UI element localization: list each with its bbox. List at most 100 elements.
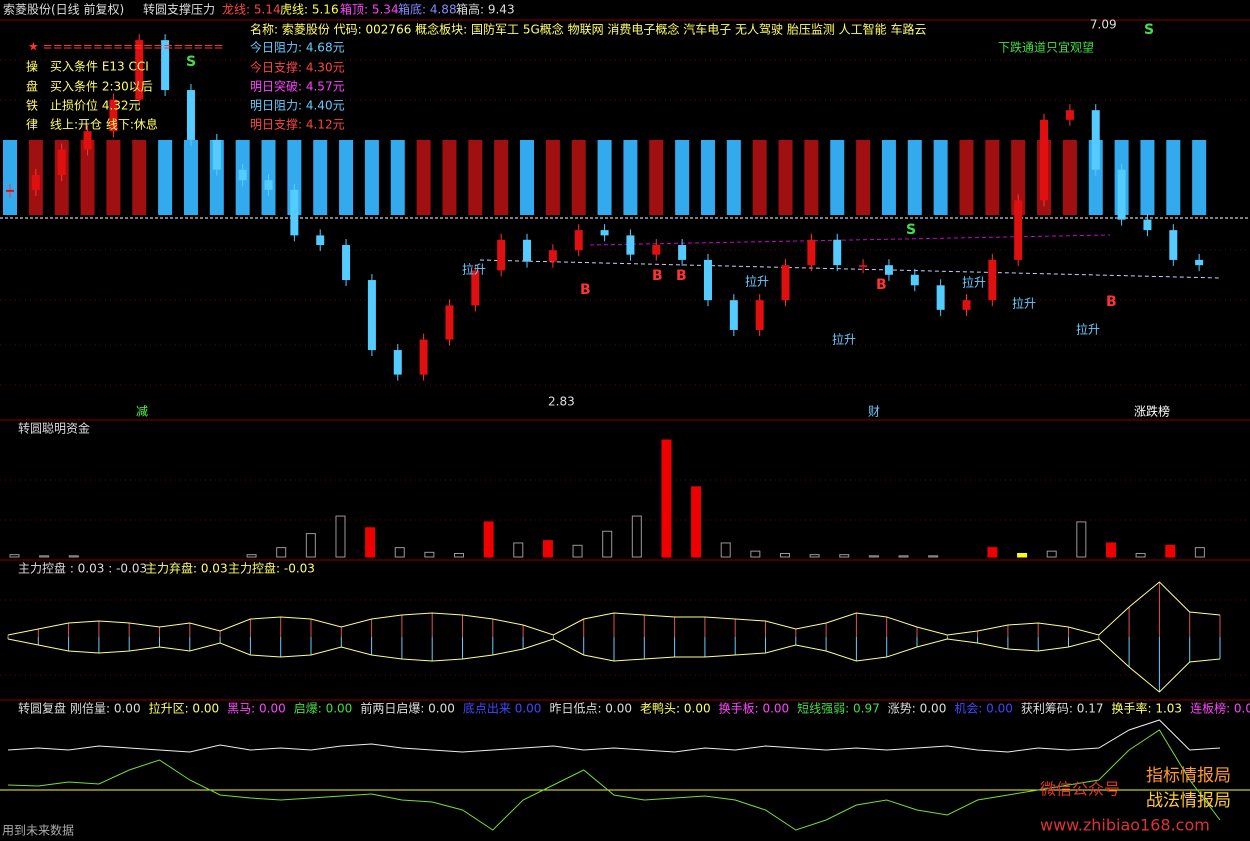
box-bar bbox=[442, 140, 457, 215]
box-bar bbox=[80, 140, 95, 215]
panel2 bbox=[9, 439, 1205, 558]
box-bar bbox=[494, 140, 509, 215]
candle bbox=[186, 90, 195, 140]
candle bbox=[419, 339, 428, 375]
money-bar bbox=[572, 544, 583, 558]
header-item: 虎线: 5.16 bbox=[280, 3, 339, 17]
box-bar bbox=[778, 140, 793, 215]
box-bar bbox=[390, 140, 405, 215]
rule: 盘 买入条件 2:30以后 bbox=[26, 79, 153, 94]
money-bar bbox=[1046, 550, 1057, 558]
signal-sell: S bbox=[186, 54, 196, 70]
money-bar bbox=[483, 521, 494, 558]
money-bar bbox=[750, 550, 761, 558]
signal-lift: 拉升 bbox=[1076, 322, 1100, 337]
rule: 铁 止损价位 4.32元 bbox=[26, 98, 141, 113]
grid bbox=[0, 59, 1250, 676]
box-bar bbox=[132, 140, 147, 215]
panel4 bbox=[0, 719, 1250, 831]
money-bar bbox=[305, 533, 316, 558]
panel-borders bbox=[0, 19, 1250, 701]
box-bar bbox=[1192, 140, 1207, 215]
box-bar bbox=[933, 140, 948, 215]
review-item: 机会: 0.00 bbox=[954, 702, 1013, 716]
box-bar bbox=[907, 140, 922, 215]
signal-buy: B bbox=[876, 277, 887, 293]
indicator-name: 转圆支撑压力 bbox=[143, 2, 215, 17]
panel3 bbox=[7, 581, 1221, 693]
info: 今日支撑: 4.30元 bbox=[250, 60, 345, 75]
panel-title: 转圆复盘 bbox=[18, 701, 66, 716]
candle bbox=[884, 265, 893, 275]
candle bbox=[859, 265, 868, 268]
note: 下跌通道只宜观望 bbox=[998, 40, 1094, 55]
money-bar bbox=[365, 527, 376, 558]
candle bbox=[962, 300, 971, 310]
candle bbox=[1065, 110, 1074, 120]
box-bar bbox=[959, 140, 974, 215]
candle bbox=[703, 259, 712, 301]
box-bar bbox=[106, 140, 121, 215]
money-bar bbox=[1135, 552, 1146, 558]
candle bbox=[678, 245, 687, 260]
box-bar bbox=[752, 140, 767, 215]
signal-buy: B bbox=[652, 268, 663, 284]
header-item: 箱底: 4.88 bbox=[398, 2, 457, 17]
signal-buy: B bbox=[1106, 294, 1117, 310]
rule: 律 线上:开仓 线下:休息 bbox=[26, 117, 158, 132]
candle bbox=[1040, 119, 1049, 201]
box-bar bbox=[416, 140, 431, 215]
header-item: 龙线: 5.14 bbox=[222, 3, 281, 17]
info: 明日阻力: 4.40元 bbox=[250, 99, 345, 113]
watermark: 指标情报局 bbox=[1146, 766, 1231, 786]
review-item: 黑马: 0.00 bbox=[227, 702, 286, 716]
candle bbox=[135, 40, 144, 100]
candle bbox=[1117, 169, 1126, 220]
money-bar bbox=[661, 439, 672, 558]
box-bar bbox=[623, 140, 638, 215]
money-bar bbox=[987, 547, 998, 558]
money-bar bbox=[542, 540, 553, 558]
money-bar bbox=[1076, 521, 1087, 558]
candle bbox=[367, 280, 376, 351]
box-bar bbox=[649, 140, 664, 215]
panel-title: 转圆聪明资金 bbox=[18, 421, 90, 436]
signal-lift: 拉升 bbox=[832, 332, 856, 347]
box-bar bbox=[1166, 140, 1181, 215]
candle bbox=[109, 99, 118, 132]
candle bbox=[316, 235, 325, 246]
stock-name: 索菱股份(日线 前复权) bbox=[3, 2, 124, 17]
box-bar bbox=[571, 140, 586, 215]
box-bar bbox=[313, 140, 328, 215]
money-bar bbox=[720, 542, 731, 558]
box-bar bbox=[700, 140, 715, 215]
watermark: 微信公众号 bbox=[1040, 780, 1120, 799]
money-bar bbox=[928, 555, 939, 558]
money-bar bbox=[276, 547, 287, 558]
candle bbox=[212, 139, 221, 170]
money-bar bbox=[1017, 552, 1028, 558]
tag: 涨跌榜 bbox=[1134, 404, 1170, 419]
candle bbox=[523, 239, 532, 262]
signal-lift: 拉升 bbox=[745, 274, 769, 289]
money-bar bbox=[1165, 544, 1176, 558]
money-bar bbox=[602, 530, 613, 558]
box-bar bbox=[183, 140, 198, 215]
money-bar bbox=[454, 552, 465, 558]
signal-lift: 拉升 bbox=[462, 262, 486, 277]
candle bbox=[238, 169, 247, 181]
candle bbox=[910, 274, 919, 286]
money-bar bbox=[1194, 547, 1205, 558]
low-label: 2.83 bbox=[548, 395, 575, 409]
candle bbox=[393, 350, 402, 375]
box-bar bbox=[1062, 140, 1077, 215]
candle bbox=[6, 189, 14, 192]
candle bbox=[807, 239, 816, 266]
money-bar bbox=[839, 554, 850, 558]
candle bbox=[548, 250, 557, 262]
candle bbox=[290, 189, 299, 236]
header-item: 箱顶: 5.34 bbox=[340, 2, 399, 17]
candle bbox=[1014, 200, 1023, 260]
